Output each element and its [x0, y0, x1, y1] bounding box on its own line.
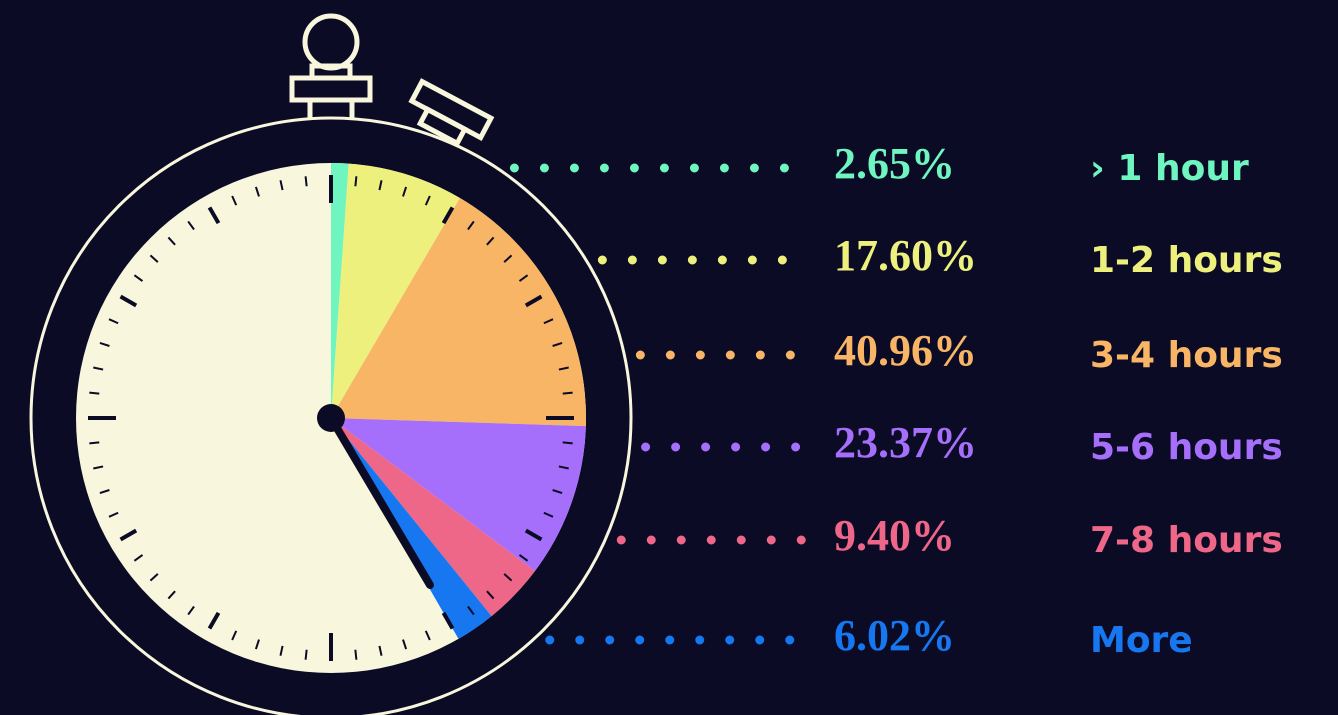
category-label: 7-8 hours	[1090, 520, 1283, 561]
value-label: 9.40%	[834, 511, 955, 560]
value-label: 23.37%	[834, 418, 977, 467]
tick	[563, 393, 573, 394]
tick	[89, 393, 99, 394]
tick	[563, 442, 573, 443]
category-label: 5-6 hours	[1090, 427, 1283, 468]
stopwatch-pivot	[317, 404, 345, 432]
category-label: › 1 hour	[1090, 148, 1249, 189]
tick	[89, 442, 99, 443]
tick	[306, 650, 307, 660]
tick	[355, 176, 356, 186]
value-label: 6.02%	[834, 611, 955, 660]
chart: 2.65% › 1 hour 17.60% 1-2 hours 40.96% 3-4 ho…	[0, 0, 1338, 715]
category-label: 1-2 hours	[1090, 240, 1283, 281]
page: 2.65% › 1 hour 17.60% 1-2 hours 40.96% 3-4 ho…	[0, 0, 1338, 715]
value-label: 2.65%	[834, 139, 955, 188]
category-label: More	[1090, 620, 1193, 661]
tick	[306, 176, 307, 186]
value-label: 40.96%	[834, 326, 977, 375]
value-label: 17.60%	[834, 231, 977, 280]
tick	[355, 650, 356, 660]
category-label: 3-4 hours	[1090, 335, 1283, 376]
